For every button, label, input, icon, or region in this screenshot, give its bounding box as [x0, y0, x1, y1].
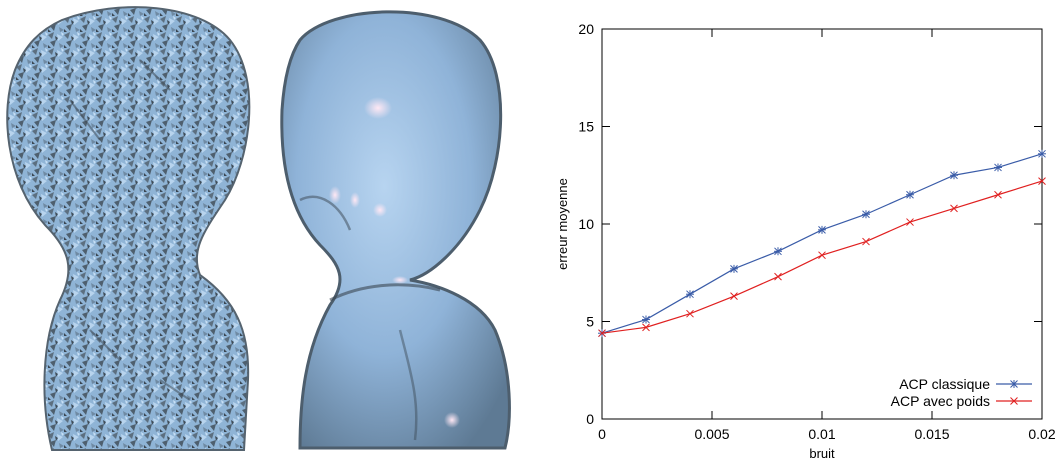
x-ticks: 0 0.005 0.01 0.015 0.02 — [598, 29, 1056, 442]
data-point — [950, 171, 958, 180]
x-tick-label: 0.01 — [808, 426, 835, 442]
data-point — [774, 247, 782, 256]
legend-label: ACP avec poids — [891, 393, 990, 409]
data-point — [906, 190, 914, 199]
legend-item: ACP avec poids — [891, 393, 1032, 409]
legend-item: ACP classique — [899, 376, 1032, 392]
series-layer — [598, 149, 1046, 338]
series-line — [601, 180, 1043, 334]
y-tick-label: 0 — [586, 411, 594, 427]
data-point — [862, 210, 870, 219]
data-point — [950, 204, 958, 213]
data-point — [598, 329, 606, 338]
data-point — [774, 272, 782, 281]
chart: 0 5 10 15 20 0 0.005 0.01 0.015 0.02 bruit erreu… — [555, 21, 1056, 461]
series-2 — [598, 177, 1046, 338]
data-point — [730, 264, 738, 273]
x-tick-label: 0.005 — [694, 426, 729, 442]
x-tick-label: 0.02 — [1028, 426, 1055, 442]
data-point — [994, 163, 1002, 172]
data-point — [818, 251, 826, 260]
data-point — [686, 290, 694, 299]
legend-label: ACP classique — [899, 376, 990, 392]
y-axis-label: erreur moyenne — [555, 178, 570, 270]
data-point — [1038, 149, 1046, 158]
y-tick-label: 10 — [578, 216, 594, 232]
noisy-bust-render — [6, 6, 251, 451]
y-tick-label: 20 — [578, 21, 594, 37]
legend-marker — [1010, 380, 1018, 388]
data-point — [906, 218, 914, 226]
y-ticks: 0 5 10 15 20 — [578, 21, 1042, 427]
y-tick-label: 5 — [586, 314, 594, 330]
smoothed-bust-render — [280, 10, 511, 450]
data-point — [862, 237, 870, 246]
plot-frame — [601, 28, 1043, 420]
data-point — [686, 309, 694, 318]
data-point — [1038, 177, 1046, 185]
x-tick-label: 0.015 — [914, 426, 949, 442]
x-tick-label: 0 — [598, 426, 606, 442]
data-point — [994, 190, 1002, 199]
data-point — [642, 315, 650, 324]
data-point — [730, 292, 738, 301]
legend-marker — [1010, 397, 1018, 405]
data-point — [818, 225, 826, 234]
y-tick-label: 15 — [578, 119, 594, 135]
data-point — [642, 323, 650, 332]
series-line — [601, 153, 1043, 334]
x-axis-label: bruit — [809, 446, 835, 461]
series-1 — [598, 149, 1046, 338]
